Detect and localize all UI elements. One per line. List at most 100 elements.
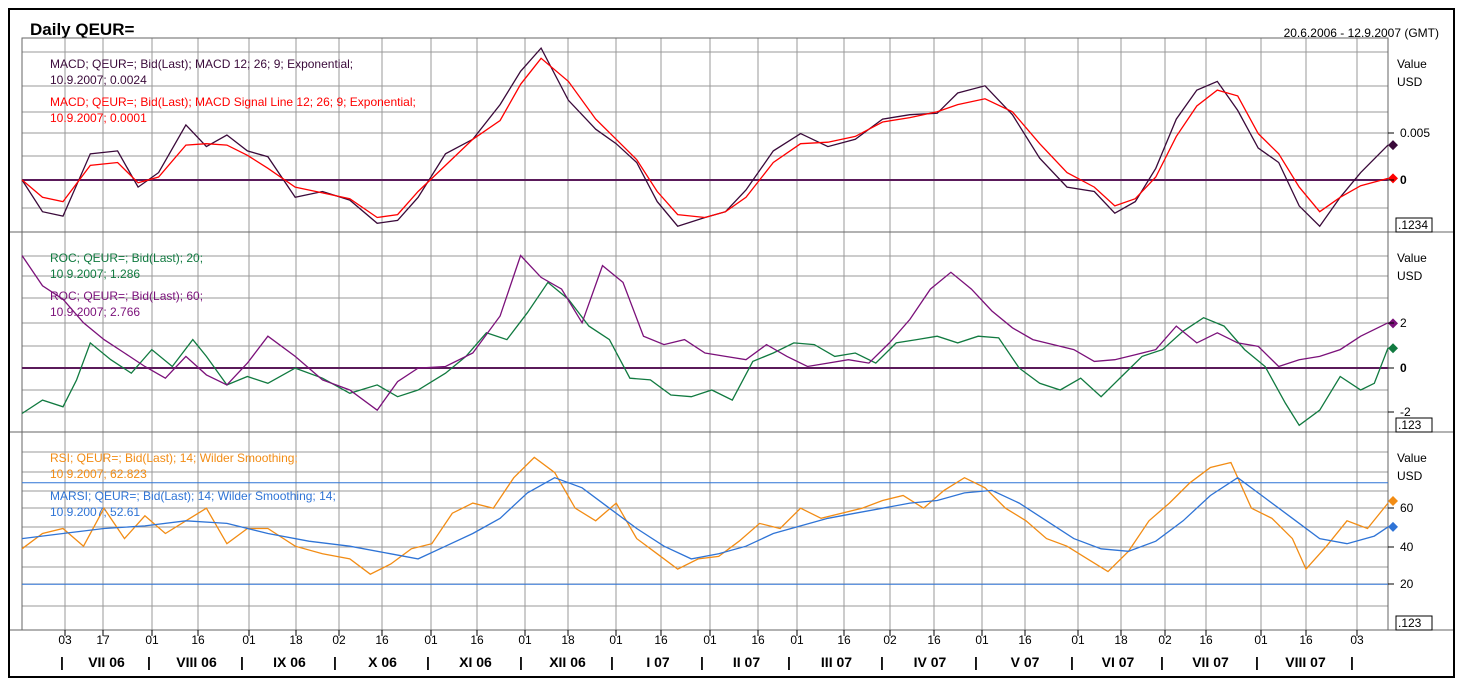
x-tick-label: 17	[96, 633, 110, 647]
month-separator: |	[610, 654, 614, 670]
x-tick-label: 02	[1158, 633, 1172, 647]
x-tick-label: 02	[883, 633, 897, 647]
axis-tick-label: 0	[1400, 361, 1407, 375]
last-value-marker	[1388, 343, 1398, 354]
legend-value: 10.9.2007; 52.61	[50, 505, 140, 519]
x-month-label: XII 06	[549, 654, 586, 670]
series-line-macd	[21, 46, 1389, 228]
month-separator: |	[333, 654, 337, 670]
x-month-label: VII 07	[1192, 654, 1229, 670]
x-tick-label: 16	[1199, 633, 1213, 647]
last-value-marker	[1388, 521, 1398, 532]
x-tick-label: 16	[927, 633, 941, 647]
axis-unit-label: USD	[1397, 269, 1423, 283]
month-separator: |	[240, 654, 244, 670]
scale-box-label: .123	[1398, 616, 1422, 630]
x-tick-label: 16	[837, 633, 851, 647]
x-tick-label: 01	[424, 633, 438, 647]
axis-tick-label: 60	[1400, 501, 1414, 515]
month-separator: |	[519, 654, 523, 670]
month-separator: |	[787, 654, 791, 670]
axis-tick-label: 40	[1400, 540, 1414, 554]
legend-value: 10.9.2007; 2.766	[50, 305, 140, 319]
x-tick-label: 16	[1299, 633, 1313, 647]
legend-value: 10.9.2007; 62.823	[50, 467, 147, 481]
x-month-label: VIII 06	[176, 654, 217, 670]
x-month-label: IX 06	[273, 654, 306, 670]
x-tick-label: 02	[332, 633, 346, 647]
scale-box	[1395, 417, 1433, 433]
month-separator: |	[147, 654, 151, 670]
axis-tick-label: 20	[1400, 577, 1414, 591]
legend-value: 10.9.2007; 0.0024	[50, 73, 147, 87]
x-tick-label: 01	[609, 633, 623, 647]
axis-tick-label: 0	[1400, 173, 1407, 187]
scale-box-label: .1234	[1398, 218, 1428, 232]
x-month-label: X 06	[368, 654, 397, 670]
x-tick-label: 01	[1071, 633, 1085, 647]
legend-line: MACD; QEUR=; Bid(Last); MACD Signal Line…	[50, 95, 416, 109]
x-tick-label: 18	[561, 633, 575, 647]
axis-value-label: Value	[1397, 251, 1427, 265]
date-range: 20.6.2006 - 12.9.2007 (GMT)	[1283, 26, 1439, 40]
x-tick-label: 03	[1350, 633, 1364, 647]
x-tick-label: 01	[790, 633, 804, 647]
x-tick-label: 16	[470, 633, 484, 647]
x-tick-label: 01	[518, 633, 532, 647]
legend-value: 10.9.2007; 1.286	[50, 267, 140, 281]
x-month-label: VII 06	[88, 654, 125, 670]
scale-box	[1395, 217, 1433, 233]
last-value-marker	[1388, 495, 1398, 506]
x-month-label: II 07	[733, 654, 760, 670]
axis-tick-label: -2	[1400, 405, 1411, 419]
x-month-label: V 07	[1011, 654, 1040, 670]
month-separator: |	[880, 654, 884, 670]
scale-box-label: .123	[1398, 418, 1422, 432]
legend-value: 10.9.2007; 0.0001	[50, 111, 147, 125]
legend-line: ROC; QEUR=; Bid(Last); 60;	[50, 289, 203, 303]
month-separator: |	[60, 654, 64, 670]
x-month-label: III 07	[821, 654, 852, 670]
x-tick-label: 01	[975, 633, 989, 647]
series-line-marsi	[21, 476, 1389, 560]
x-tick-label: 16	[191, 633, 205, 647]
x-tick-label: 16	[1018, 633, 1032, 647]
month-separator: |	[1070, 654, 1074, 670]
x-tick-label: 16	[751, 633, 765, 647]
legend-line: ROC; QEUR=; Bid(Last); 20;	[50, 251, 203, 265]
x-month-label: IV 07	[914, 654, 947, 670]
month-separator: |	[700, 654, 704, 670]
last-value-marker	[1388, 173, 1398, 184]
x-tick-label: 16	[375, 633, 389, 647]
x-tick-label: 01	[703, 633, 717, 647]
x-tick-label: 18	[1114, 633, 1128, 647]
axis-unit-label: USD	[1397, 75, 1423, 89]
scale-box	[1395, 615, 1433, 631]
x-tick-label: 01	[1254, 633, 1268, 647]
page-title: Daily QEUR=	[30, 20, 135, 39]
month-separator: |	[1160, 654, 1164, 670]
x-tick-label: 03	[58, 633, 72, 647]
legend-line: MACD; QEUR=; Bid(Last); MACD 12; 26; 9; …	[50, 57, 353, 71]
axis-unit-label: USD	[1397, 469, 1423, 483]
series-line-roc-20	[21, 281, 1389, 427]
x-tick-label: 01	[242, 633, 256, 647]
x-month-label: I 07	[646, 654, 670, 670]
last-value-marker	[1388, 140, 1398, 151]
month-separator: |	[426, 654, 430, 670]
series-line-roc-60	[21, 254, 1389, 412]
x-tick-label: 18	[289, 633, 303, 647]
month-separator: |	[1350, 654, 1354, 670]
x-tick-label: 01	[145, 633, 159, 647]
x-tick-label: 16	[654, 633, 668, 647]
axis-value-label: Value	[1397, 451, 1427, 465]
legend-line: MARSI; QEUR=; Bid(Last); 14; Wilder Smoo…	[50, 489, 336, 503]
x-month-label: XI 06	[459, 654, 492, 670]
series-line-macd-signal-line	[21, 57, 1389, 219]
month-separator: |	[974, 654, 978, 670]
x-month-label: VIII 07	[1285, 654, 1326, 670]
x-month-label: VI 07	[1102, 654, 1135, 670]
legend-line: RSI; QEUR=; Bid(Last); 14; Wilder Smooth…	[50, 451, 298, 465]
axis-tick-label: 0.005	[1400, 126, 1430, 140]
